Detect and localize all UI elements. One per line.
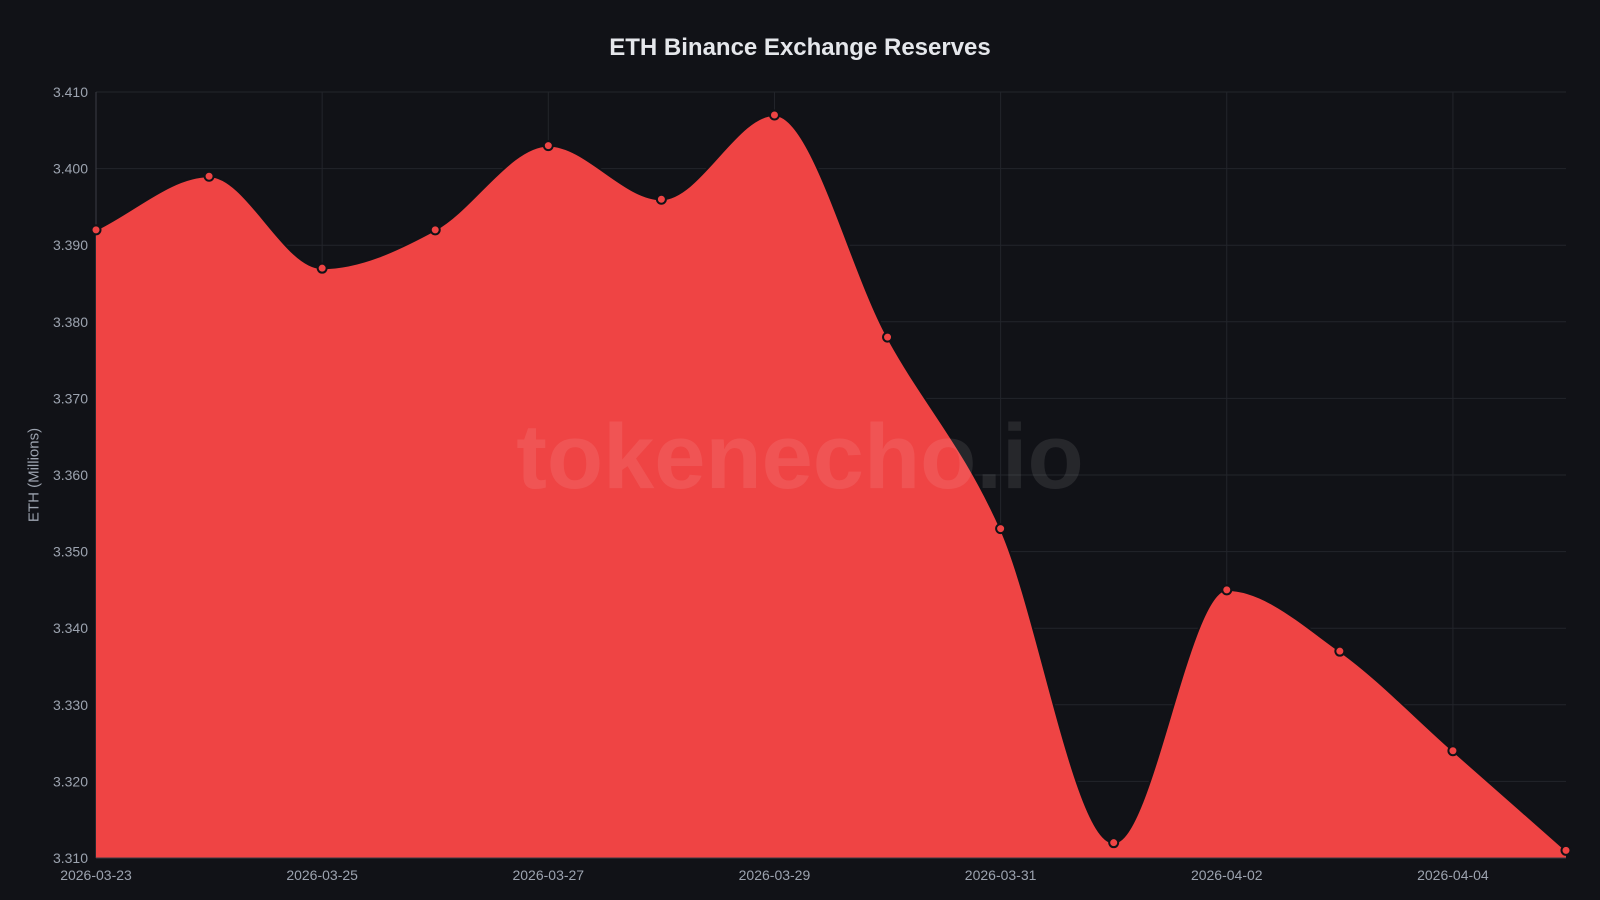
series-line bbox=[95, 113, 1567, 852]
y-tick-label: 3.320 bbox=[53, 773, 88, 789]
data-point bbox=[995, 523, 1007, 535]
data-point bbox=[429, 224, 441, 236]
x-tick-label: 2026-03-27 bbox=[512, 867, 584, 883]
data-point bbox=[1334, 645, 1346, 657]
x-tick-label: 2026-03-25 bbox=[286, 867, 358, 883]
data-point bbox=[768, 109, 780, 121]
watermark: tokenecho.io bbox=[516, 406, 1083, 508]
y-tick-label: 3.330 bbox=[53, 697, 88, 713]
y-tick-label: 3.340 bbox=[53, 620, 88, 636]
data-point bbox=[1560, 844, 1572, 856]
y-tick-label: 3.390 bbox=[53, 237, 88, 253]
data-point bbox=[1447, 745, 1459, 757]
x-tick-label: 2026-03-31 bbox=[965, 867, 1037, 883]
y-tick-label: 3.400 bbox=[53, 161, 88, 177]
data-point bbox=[542, 140, 554, 152]
x-tick-label: 2026-04-04 bbox=[1417, 867, 1489, 883]
data-point bbox=[316, 262, 328, 274]
x-tick-label: 2026-04-02 bbox=[1191, 867, 1263, 883]
y-tick-label: 3.350 bbox=[53, 544, 88, 560]
data-point bbox=[655, 193, 667, 205]
y-tick-label: 3.410 bbox=[53, 84, 88, 100]
area-fill bbox=[96, 114, 1566, 859]
x-tick-label: 2026-03-29 bbox=[739, 867, 811, 883]
y-tick-label: 3.380 bbox=[53, 314, 88, 330]
y-tick-label: 3.310 bbox=[53, 850, 88, 866]
y-tick-label: 3.360 bbox=[53, 467, 88, 483]
y-tick-label: 3.370 bbox=[53, 390, 88, 406]
data-point bbox=[1108, 837, 1120, 849]
x-tick-label: 2026-03-23 bbox=[60, 867, 132, 883]
data-point bbox=[1221, 584, 1233, 596]
data-point bbox=[90, 224, 102, 236]
data-point bbox=[203, 170, 215, 182]
chart-title: ETH Binance Exchange Reserves bbox=[609, 34, 991, 61]
data-point bbox=[882, 331, 894, 343]
